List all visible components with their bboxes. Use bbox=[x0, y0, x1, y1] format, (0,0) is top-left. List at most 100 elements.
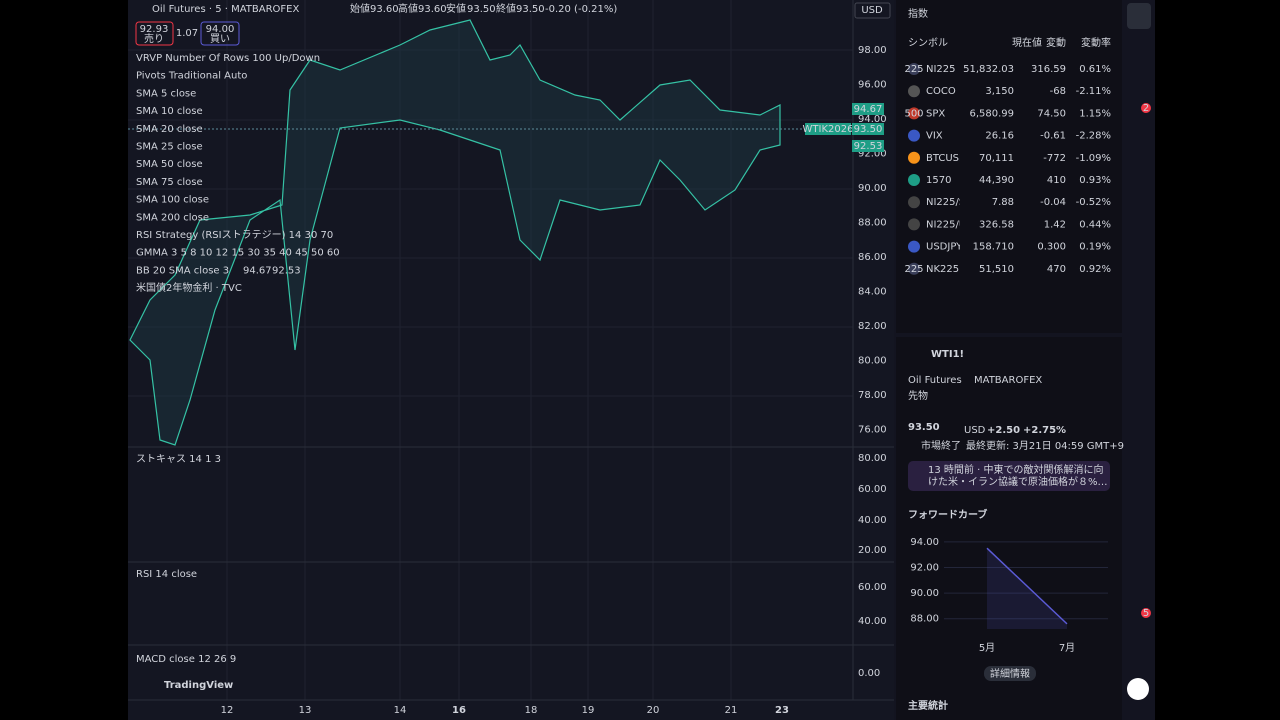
row-change: 410 bbox=[1047, 175, 1066, 186]
detail-pct: +2.75% bbox=[1023, 425, 1066, 436]
detail-price: 93.50 bbox=[908, 422, 940, 433]
y-tick-label: 92.00 bbox=[910, 562, 939, 573]
price-badge bbox=[852, 123, 884, 135]
price-badge bbox=[805, 123, 851, 135]
sell-box[interactable] bbox=[135, 21, 174, 46]
price-badge-text: 94.67 bbox=[854, 104, 883, 115]
ohlc-text: 安値 bbox=[446, 2, 466, 15]
sidebar-bg bbox=[1122, 0, 1155, 720]
price-tick: 98.00 bbox=[858, 45, 887, 56]
indicator-label: SMA 75 close bbox=[136, 177, 203, 188]
indicator-label: SMA 50 close bbox=[136, 159, 203, 170]
detail-symbol: WTI1! bbox=[931, 349, 964, 360]
row-symbol: NI225/S bbox=[926, 197, 965, 208]
badge bbox=[1141, 608, 1151, 618]
x-tick: 19 bbox=[582, 705, 595, 716]
row-change: -0.61 bbox=[1040, 131, 1066, 142]
news-text: 13 時間前 · 中東での敵対関係解消に向 bbox=[928, 463, 1103, 476]
symbol-icon bbox=[908, 174, 920, 186]
badge bbox=[1141, 103, 1151, 113]
pane-title: MACD close 12 26 9 bbox=[136, 654, 236, 665]
row-pct: -2.11% bbox=[1076, 86, 1111, 97]
price-badge-text: WTIK2026 bbox=[803, 124, 854, 135]
row-pct: 0.61% bbox=[1079, 64, 1111, 75]
price-tick: 96.00 bbox=[858, 80, 887, 91]
pane-tick: 0.00 bbox=[858, 668, 880, 679]
sidebar-active[interactable] bbox=[1127, 3, 1151, 29]
symbol-title: Oil Futures · 5 · MATBAROFEX bbox=[152, 4, 299, 15]
currency: USD bbox=[861, 5, 883, 16]
indicator-label: GMMA 3 5 8 10 12 15 30 35 40 45 50 60 bbox=[136, 248, 340, 259]
news-card[interactable] bbox=[908, 461, 1110, 491]
ohlc-text: -0.20 (-0.21%) bbox=[545, 4, 617, 15]
symbol-icon bbox=[908, 196, 920, 209]
indicator-label: Pivots Traditional Auto bbox=[136, 71, 247, 82]
row-pct: -0.52% bbox=[1076, 197, 1111, 208]
indicator-value: 94.67 bbox=[243, 265, 272, 276]
pane-tick: 80.00 bbox=[858, 453, 887, 464]
y-tick-label: 88.00 bbox=[910, 614, 939, 625]
symbol-icon bbox=[908, 129, 920, 142]
indicator-label: SMA 5 close bbox=[136, 88, 196, 99]
detail-currency: USD bbox=[964, 425, 986, 436]
row-price: 158.710 bbox=[973, 242, 1014, 253]
symbol-icon-text: 225 bbox=[904, 64, 923, 75]
price-tick: 86.00 bbox=[858, 252, 887, 263]
indicator-label: VRVP Number Of Rows 100 Up/Down bbox=[136, 53, 320, 64]
pane-title: RSI 14 close bbox=[136, 569, 197, 580]
buy-price: 94.00 bbox=[206, 24, 235, 35]
row-symbol: NI225/U bbox=[926, 219, 966, 230]
watchlist-title: 指数 bbox=[908, 7, 928, 20]
x-tick: 20 bbox=[647, 705, 660, 716]
column-header: 変動 bbox=[1046, 36, 1066, 49]
ohlc-text: 93.50 bbox=[467, 4, 496, 15]
row-pct: -2.28% bbox=[1076, 131, 1111, 142]
x-tick: 12 bbox=[221, 705, 234, 716]
grid bbox=[128, 0, 853, 700]
apps-button[interactable] bbox=[1127, 678, 1149, 700]
x-tick: 14 bbox=[394, 705, 407, 716]
row-change: 74.50 bbox=[1037, 108, 1066, 119]
row-price: 51,832.03 bbox=[963, 64, 1014, 75]
price-badge bbox=[852, 140, 884, 152]
column-header: 変動率 bbox=[1081, 36, 1111, 49]
indicator-value: 92.53 bbox=[272, 265, 301, 276]
price-badge-text: 93.50 bbox=[854, 124, 883, 135]
price-tick: 90.00 bbox=[858, 183, 887, 194]
symbol-icon bbox=[908, 240, 920, 253]
detail-button[interactable] bbox=[984, 666, 1036, 681]
y-tick-label: 94.00 bbox=[910, 537, 939, 548]
row-price: 26.16 bbox=[985, 131, 1014, 142]
price-tick: 76.00 bbox=[858, 425, 887, 436]
badge-text: 2 bbox=[1143, 103, 1149, 114]
row-change: 470 bbox=[1047, 264, 1066, 275]
price-tick: 94.00 bbox=[858, 114, 887, 125]
pane-tick: 40.00 bbox=[858, 515, 887, 526]
row-change: 1.42 bbox=[1044, 219, 1066, 230]
row-change: -68 bbox=[1050, 86, 1066, 97]
price-tick: 92.00 bbox=[858, 149, 887, 160]
row-symbol: NK225 bbox=[926, 264, 959, 275]
row-symbol: COCO bbox=[926, 86, 956, 97]
sell-label: 売り bbox=[144, 32, 164, 45]
ohlc-text: 93.60 bbox=[418, 4, 447, 15]
symbol-icon-text: 500 bbox=[904, 108, 923, 119]
row-symbol: USDJPY bbox=[926, 242, 963, 253]
buy-box[interactable] bbox=[200, 21, 240, 46]
detail-bg bbox=[896, 337, 1122, 720]
pane-tick: 60.00 bbox=[858, 582, 887, 593]
x-tick-label: 5月 bbox=[979, 642, 995, 654]
symbol-icon bbox=[908, 151, 920, 164]
news-text: けた米・イラン協議で原油価格が８%… bbox=[928, 475, 1108, 488]
symbol-icon bbox=[908, 218, 920, 231]
row-change: -772 bbox=[1043, 153, 1066, 164]
row-symbol: NI225 bbox=[926, 64, 956, 75]
currency-box[interactable] bbox=[854, 2, 891, 19]
forward-title: フォワードカーブ bbox=[908, 508, 987, 521]
x-tick: 16 bbox=[452, 705, 466, 716]
price-tick: 82.00 bbox=[858, 321, 887, 332]
pane-separators bbox=[128, 0, 894, 701]
detail-kind: 先物 bbox=[908, 389, 928, 402]
y-tick-label: 90.00 bbox=[910, 588, 939, 599]
